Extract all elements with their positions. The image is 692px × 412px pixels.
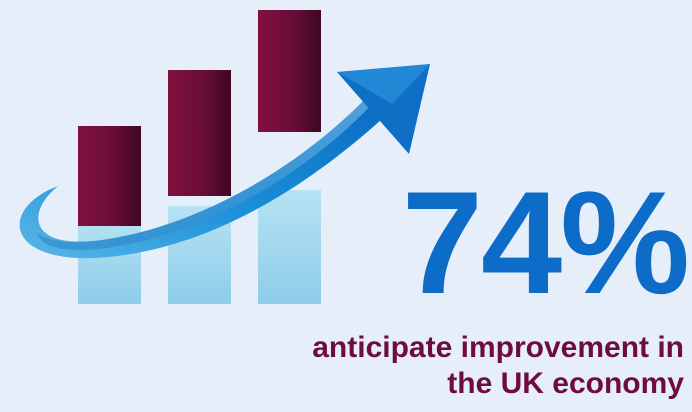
dark-bars (78, 10, 321, 226)
light-bar-3 (258, 190, 321, 304)
dark-bar-3 (258, 10, 321, 132)
statistic-caption: anticipate improvement in the UK economy (224, 330, 684, 402)
dark-bar-1 (78, 126, 141, 226)
upward-arrow-icon (19, 64, 430, 259)
caption-line-2: the UK economy (447, 367, 684, 400)
light-bar-1 (78, 218, 141, 304)
headline-percentage: 74% (401, 161, 690, 324)
dark-bar-2 (168, 70, 231, 196)
arrow-head-highlight (337, 64, 430, 104)
arrow-swoosh-edge (36, 92, 378, 251)
caption-line-1: anticipate improvement in (312, 331, 684, 364)
